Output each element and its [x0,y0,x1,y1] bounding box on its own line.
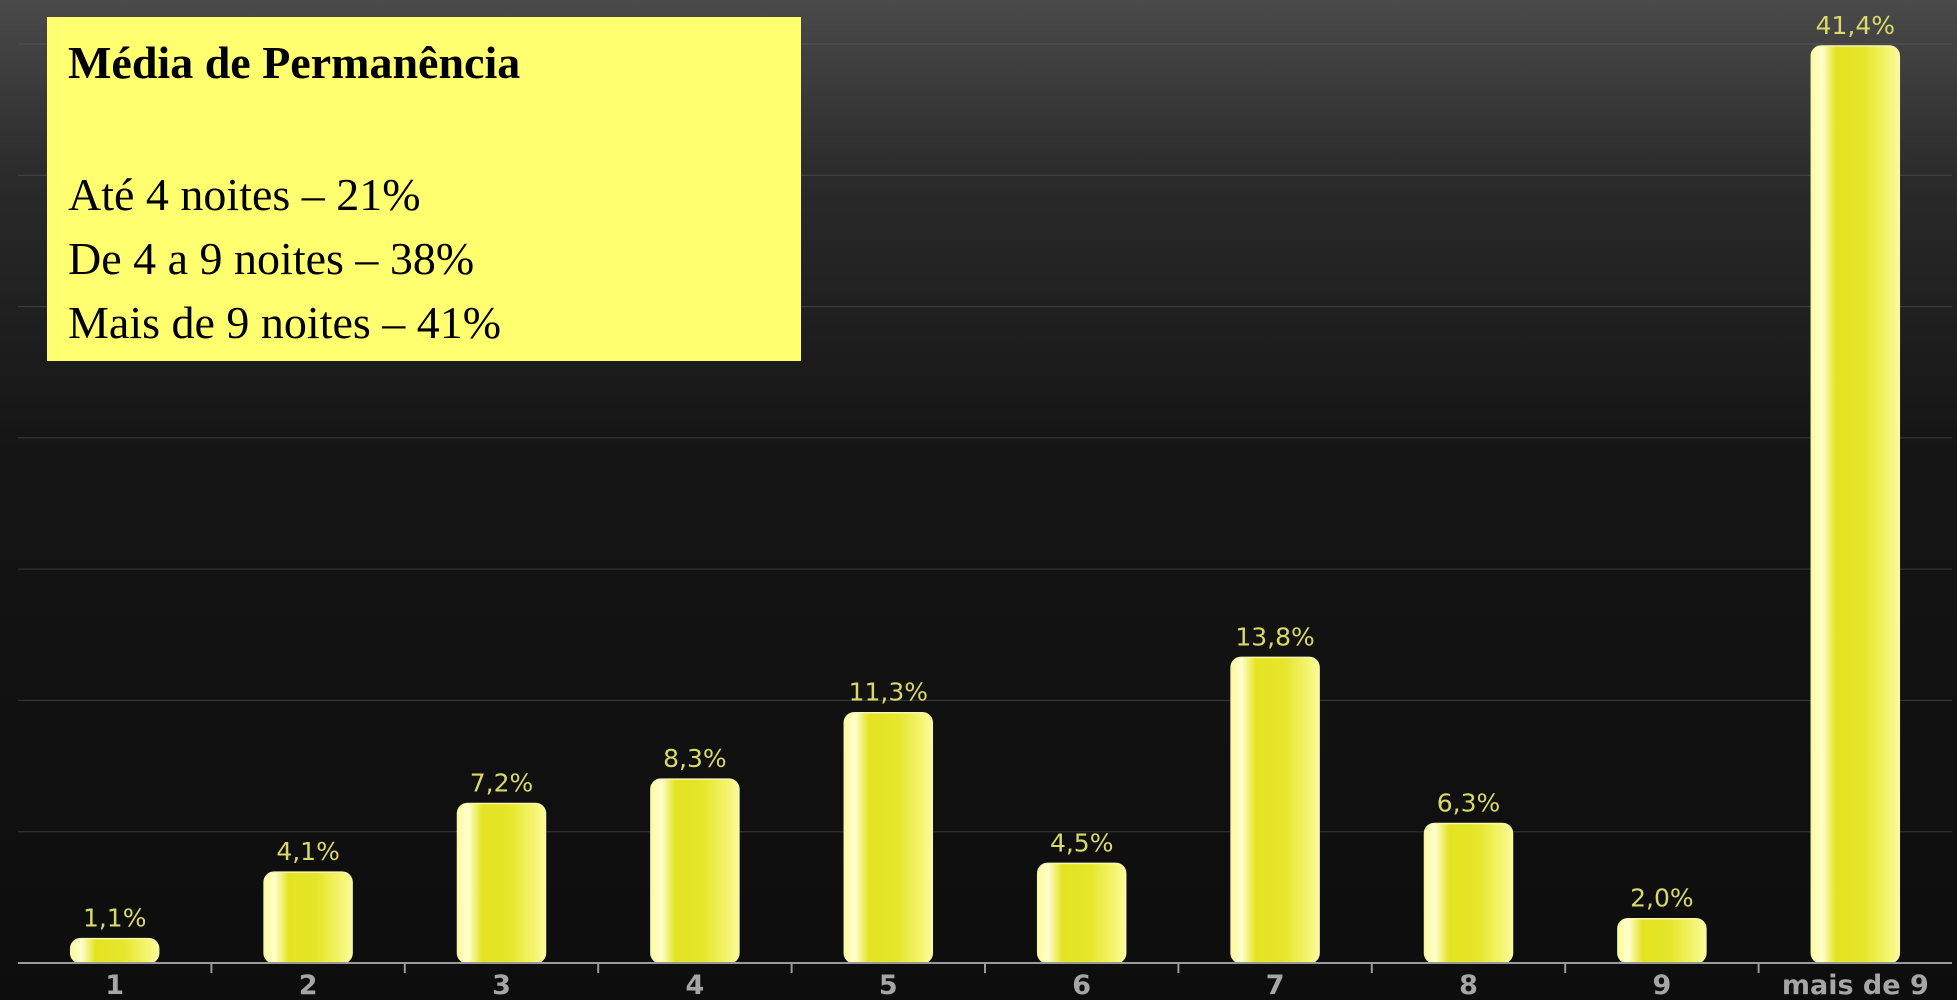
bar-value-label: 8,3% [663,744,727,773]
x-tick-labels: 1 2 3 4 5 6 7 8 9 mais de 9 [105,970,1928,1000]
legend-title: Média de Permanência [68,37,521,88]
legend-line-4-to-9: De 4 a 9 noites – 38% [68,233,475,284]
bar-value-label: 2,0% [1630,884,1694,913]
x-tick-label: 1 [105,970,124,1000]
x-tick-label: 6 [1072,970,1091,1000]
legend-line-up-to-4: Até 4 noites – 21% [68,169,421,220]
bar [1230,656,1320,964]
x-tick-label: 7 [1266,970,1285,1000]
bar [456,802,547,964]
bars [69,45,1901,964]
bar-value-label: 41,4% [1816,11,1895,40]
legend-box: Média de Permanência Até 4 noites – 21% … [47,17,801,361]
bar [843,711,934,964]
bar-value-label: 13,8% [1235,622,1314,651]
legend-line-more-than-9: Mais de 9 noites – 41% [68,297,502,348]
bar [1423,822,1514,964]
bar [1810,45,1901,964]
x-tick-label: 4 [686,970,705,1000]
bar-value-label: 6,3% [1437,788,1501,817]
bar-value-label: 7,2% [470,769,534,798]
bar [1036,862,1127,964]
x-axis [18,962,1952,973]
bar [1617,917,1707,964]
bar-value-label: 4,5% [1050,828,1114,857]
bar-value-label: 4,1% [276,837,340,866]
bar-value-label: 11,3% [849,678,928,707]
x-tick-label: 2 [299,970,318,1000]
value-labels: 1,1% 4,1% 7,2% 8,3% 11,3% 4,5% 13,8% 6,3% 2,0% 41… [83,11,1895,933]
bar [263,871,353,964]
x-tick-label: mais de 9 [1782,970,1929,1000]
bar [69,937,160,964]
x-tick-label: 9 [1653,970,1672,1000]
x-tick-label: 8 [1459,970,1478,1000]
bar-value-label: 1,1% [83,904,147,933]
x-tick-label: 5 [879,970,898,1000]
x-tick-label: 3 [492,970,511,1000]
bar [650,778,740,964]
